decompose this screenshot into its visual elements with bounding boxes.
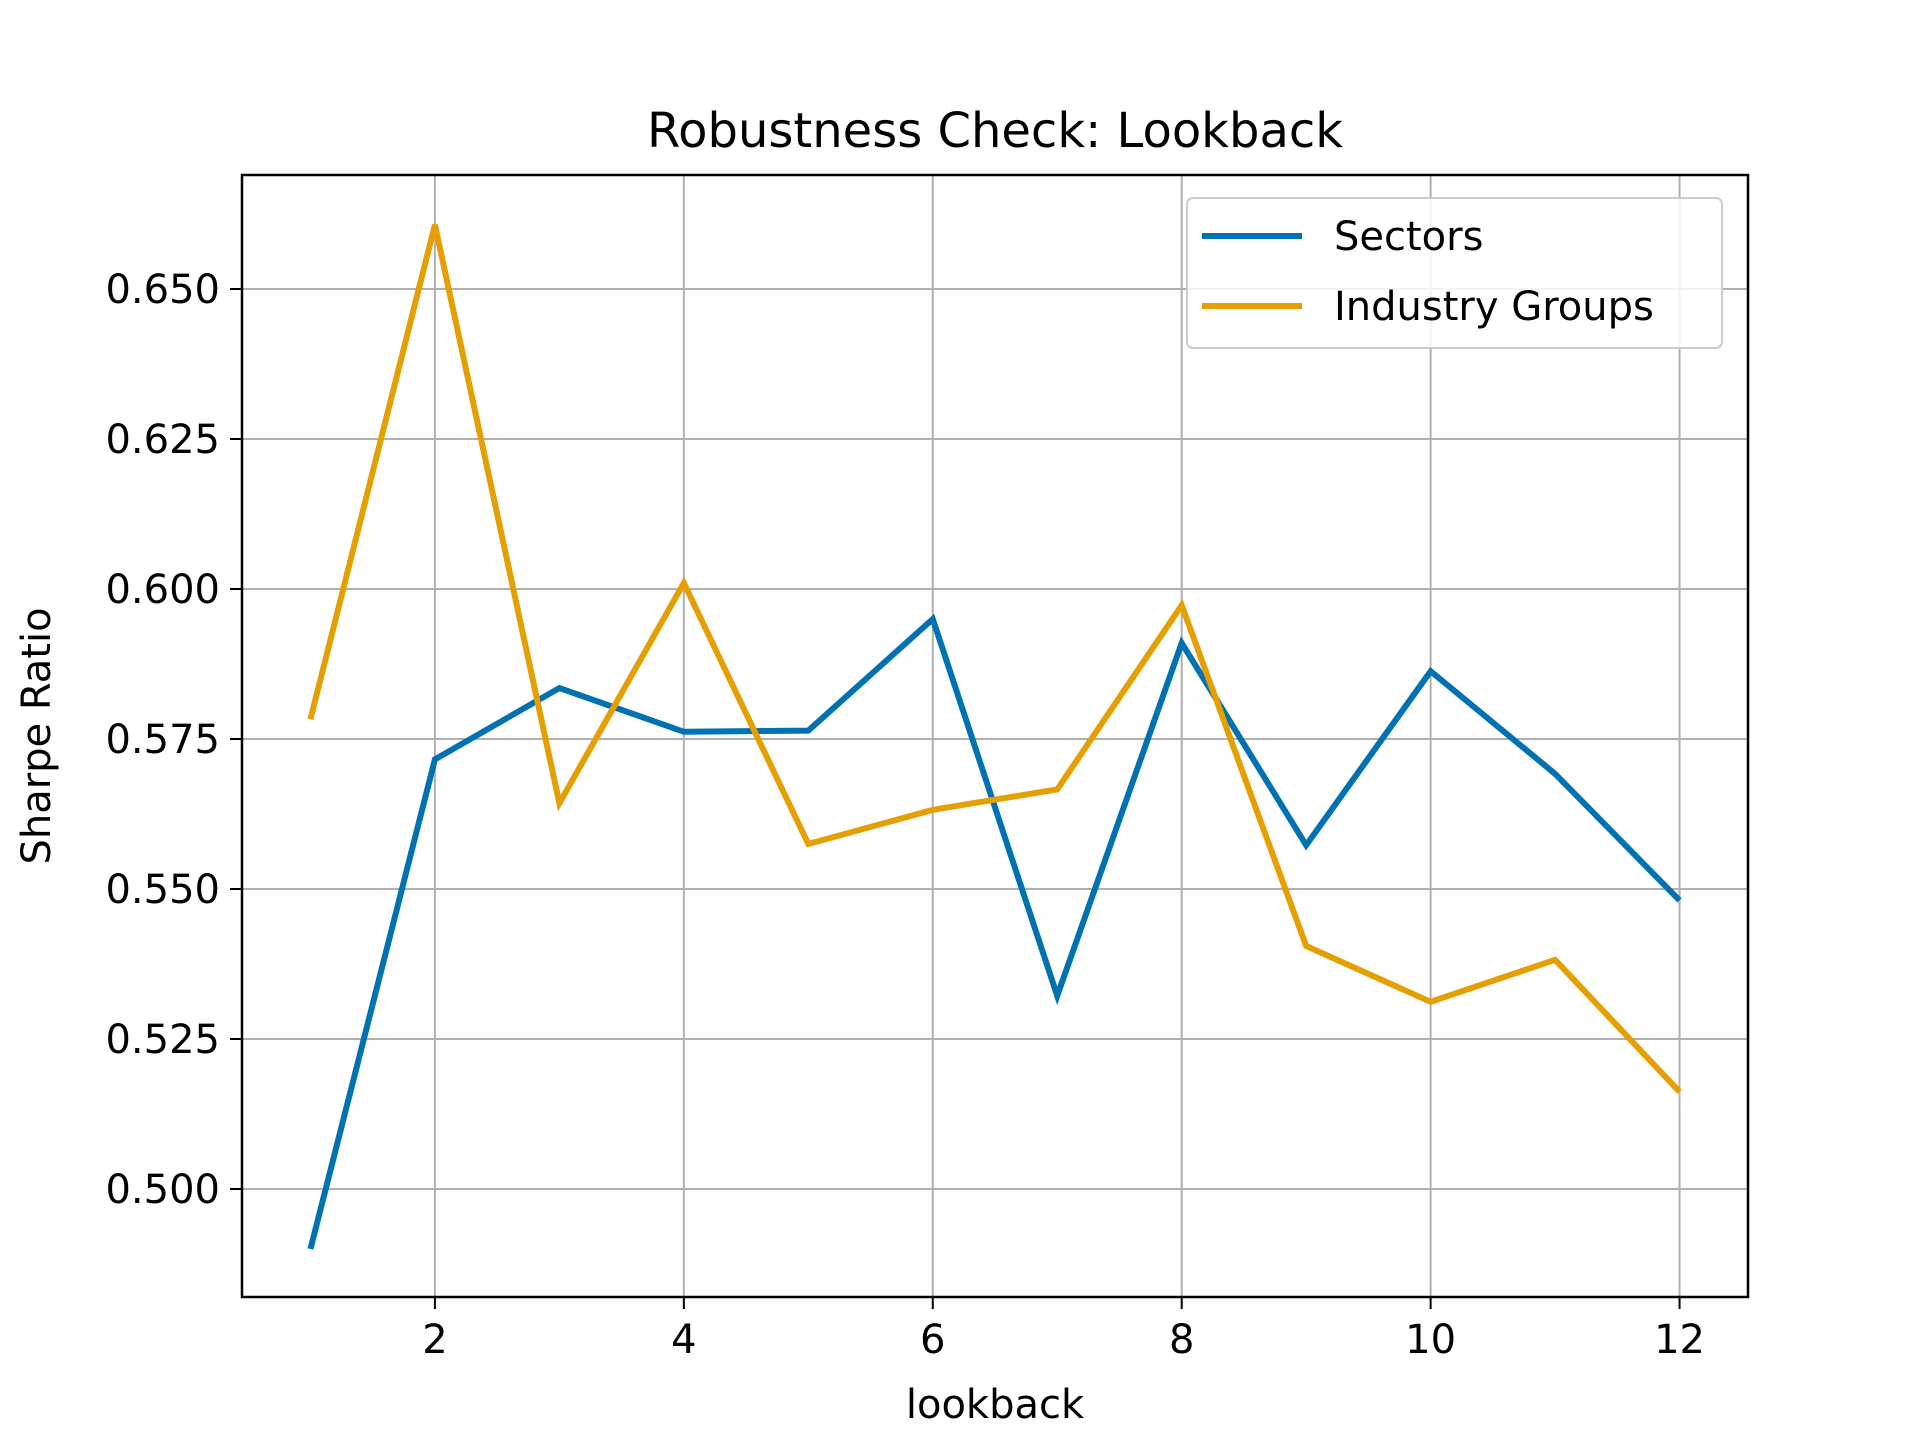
- data-point: [307, 1246, 313, 1252]
- legend: Sectors Industry Groups: [1186, 197, 1723, 349]
- data-point: [1054, 993, 1060, 999]
- data-point: [432, 756, 438, 762]
- data-point: [556, 685, 562, 691]
- data-point: [805, 841, 811, 847]
- x-tick-label: 2: [422, 1317, 447, 1363]
- y-tick-label: 0.550: [105, 867, 220, 913]
- x-tick-label: 4: [671, 1317, 696, 1363]
- y-tick-label: 0.625: [105, 417, 220, 463]
- data-point: [681, 729, 687, 735]
- legend-label: Sectors: [1334, 214, 1483, 260]
- chart-title: Robustness Check: Lookback: [647, 103, 1343, 159]
- x-axis-label: lookback: [906, 1382, 1085, 1428]
- series-lines: [307, 222, 1683, 1252]
- y-tick-label: 0.575: [105, 717, 220, 763]
- x-tick-label: 6: [920, 1317, 945, 1363]
- data-point: [556, 800, 562, 806]
- data-point: [681, 580, 687, 586]
- x-tick-label: 10: [1405, 1317, 1456, 1363]
- y-tick-label: 0.500: [105, 1167, 220, 1213]
- data-point: [930, 807, 936, 813]
- data-point: [1054, 786, 1060, 792]
- legend-box: [1186, 197, 1723, 349]
- data-point: [1428, 999, 1434, 1005]
- data-point: [307, 716, 313, 722]
- axis-ticks: 2 4 6 8 10 12 0.500 0.525 0.550 0.575 0.600 0.625 0.…: [105, 267, 1705, 1363]
- y-axis-label: Sharpe Ratio: [14, 607, 60, 864]
- series-line-industry-groups: [307, 224, 1682, 1094]
- plot-frame: [240, 173, 1750, 1299]
- data-point: [1303, 943, 1309, 949]
- y-tick-label: 0.650: [105, 267, 220, 313]
- data-point: [930, 616, 936, 622]
- data-point: [1179, 602, 1185, 608]
- data-point: [1552, 957, 1558, 963]
- legend-label: Industry Groups: [1334, 284, 1654, 330]
- data-point: [1552, 771, 1558, 777]
- data-point: [1179, 640, 1185, 646]
- data-point: [432, 222, 438, 228]
- x-tick-label: 12: [1654, 1317, 1705, 1363]
- data-point: [1677, 897, 1683, 903]
- x-tick-label: 8: [1169, 1317, 1194, 1363]
- data-point: [805, 728, 811, 734]
- data-point: [1677, 1089, 1683, 1095]
- gridlines: [242, 175, 1748, 1297]
- data-point: [1428, 668, 1434, 674]
- y-tick-label: 0.525: [105, 1017, 220, 1063]
- data-point: [1303, 842, 1309, 848]
- y-tick-label: 0.600: [105, 567, 220, 613]
